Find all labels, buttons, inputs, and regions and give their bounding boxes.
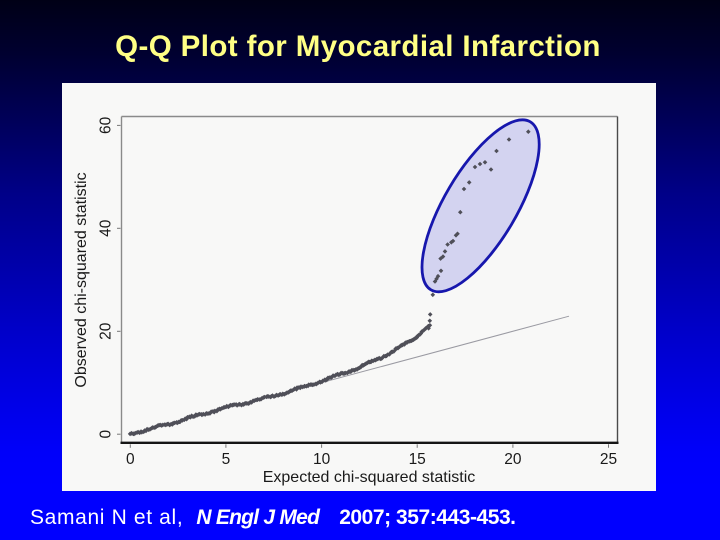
svg-text:10: 10 <box>313 451 331 468</box>
svg-text:Expected chi-squared statistic: Expected chi-squared statistic <box>263 469 476 486</box>
svg-text:5: 5 <box>222 451 231 468</box>
svg-text:20: 20 <box>504 451 522 468</box>
svg-text:40: 40 <box>98 219 115 237</box>
svg-text:15: 15 <box>409 451 426 468</box>
svg-text:0: 0 <box>126 451 135 468</box>
svg-text:0: 0 <box>98 430 115 439</box>
svg-text:Observed chi-squared statistic: Observed chi-squared statistic <box>73 172 90 387</box>
svg-text:60: 60 <box>98 116 115 134</box>
svg-text:20: 20 <box>98 322 115 340</box>
svg-text:25: 25 <box>600 451 617 468</box>
